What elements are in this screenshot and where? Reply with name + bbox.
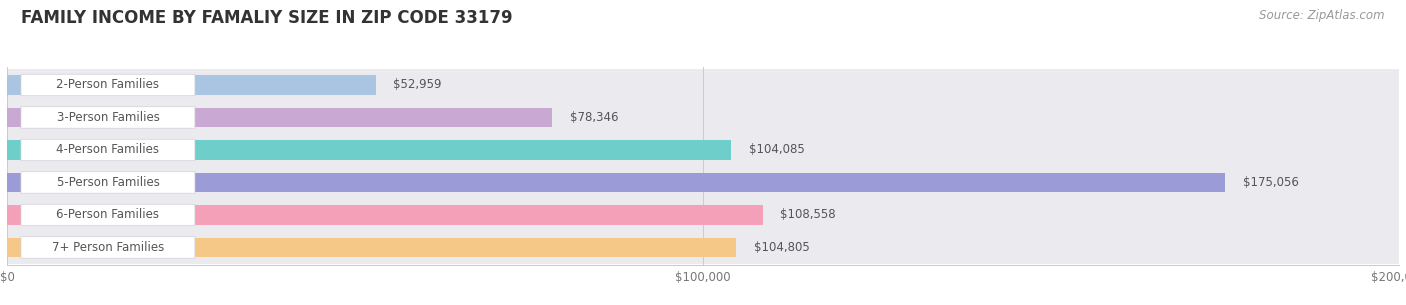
Bar [7, 238, 737, 257]
Text: $78,346: $78,346 [569, 111, 619, 124]
Bar [7, 140, 731, 160]
Text: FAMILY INCOME BY FAMALIY SIZE IN ZIP CODE 33179: FAMILY INCOME BY FAMALIY SIZE IN ZIP COD… [21, 9, 513, 27]
Bar [7, 231, 1399, 264]
Text: 6-Person Families: 6-Person Families [56, 209, 159, 221]
Text: Source: ZipAtlas.com: Source: ZipAtlas.com [1260, 9, 1385, 22]
FancyBboxPatch shape [21, 204, 195, 226]
Text: $104,805: $104,805 [754, 241, 810, 254]
Text: $104,085: $104,085 [749, 143, 804, 156]
Text: 3-Person Families: 3-Person Families [56, 111, 159, 124]
FancyBboxPatch shape [21, 107, 195, 128]
Text: 2-Person Families: 2-Person Families [56, 78, 159, 92]
Text: $52,959: $52,959 [394, 78, 441, 92]
Bar [7, 134, 1399, 166]
Text: $108,558: $108,558 [780, 209, 835, 221]
Bar [7, 199, 1399, 231]
Text: $175,056: $175,056 [1243, 176, 1299, 189]
Bar [7, 205, 762, 225]
FancyBboxPatch shape [21, 74, 195, 96]
Bar [7, 69, 1399, 101]
Bar [7, 101, 1399, 134]
FancyBboxPatch shape [21, 237, 195, 258]
Bar [7, 108, 553, 127]
FancyBboxPatch shape [21, 172, 195, 193]
Bar [7, 166, 1399, 199]
Text: 5-Person Families: 5-Person Families [56, 176, 159, 189]
Text: 4-Person Families: 4-Person Families [56, 143, 159, 156]
Bar [7, 75, 375, 95]
FancyBboxPatch shape [21, 139, 195, 161]
Bar [7, 173, 1226, 192]
Text: 7+ Person Families: 7+ Person Families [52, 241, 165, 254]
